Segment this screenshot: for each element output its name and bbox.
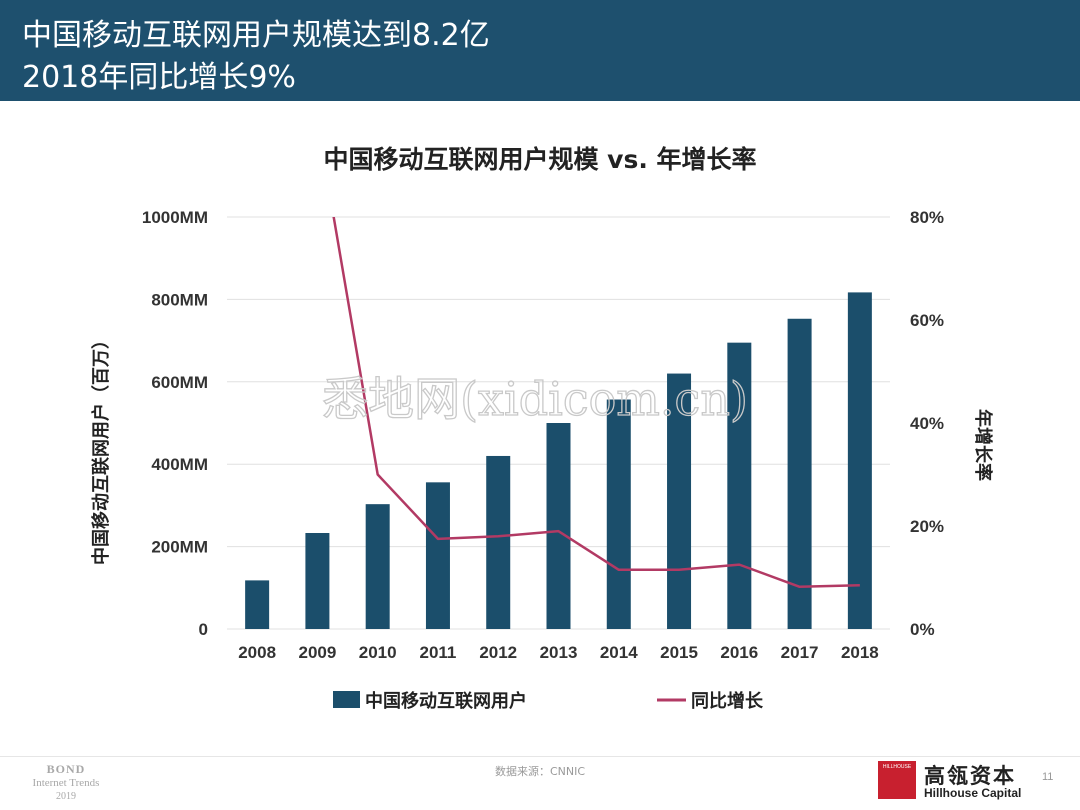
slide-header: 中国移动互联网用户规模达到8.2亿 2018年同比增长9% [0, 0, 1080, 101]
y-axis-title: 中国移动互联网用户（百万） [90, 331, 112, 565]
legend: 中国移动互联网用户 同比增长 [333, 690, 764, 712]
y2-tick-label: 20% [910, 517, 944, 536]
hillhouse-logo-english: Hillhouse Capital [924, 786, 1022, 800]
y2-tick-label: 40% [910, 414, 944, 433]
y2-tick-label: 80% [910, 208, 944, 227]
line-series [332, 217, 860, 589]
bar [606, 399, 631, 629]
x-tick-label: 2008 [238, 643, 276, 662]
legend-swatch-bar [333, 691, 360, 708]
y-tick-label: 0 [199, 620, 208, 639]
x-tick-label: 2017 [781, 643, 819, 662]
y-tick-label: 800MM [151, 290, 208, 309]
y2-tick-label: 0% [910, 620, 935, 639]
bar [727, 342, 752, 629]
bond-logo-line1: BOND [46, 762, 86, 776]
bar [486, 455, 511, 629]
y-axis-left: 0 200MM 400MM 600MM 800MM 1000MM [142, 208, 208, 639]
x-axis: 2008 2009 2010 2011 2012 2013 2014 2015 2016 2017… [238, 643, 879, 662]
y-tick-label: 600MM [151, 373, 208, 392]
hillhouse-logo-mark-text: HILLHOUSE [882, 764, 912, 770]
y-tick-label: 1000MM [142, 208, 208, 227]
slide-title-line2: 2018年同比增长9% [22, 60, 296, 95]
bar-series [245, 292, 872, 629]
y-axis-right: 0% 20% 40% 60% 80% [910, 208, 944, 639]
chart-title: 中国移动互联网用户规模 vs. 年增长率 [323, 145, 757, 174]
bar [305, 533, 330, 629]
bond-logo: BOND Internet Trends 2019 [14, 762, 118, 804]
x-tick-label: 2018 [841, 643, 879, 662]
y-tick-label: 200MM [151, 538, 208, 557]
watermark: 悉地网(xidicom.cn) [322, 372, 748, 426]
bar [245, 580, 270, 629]
legend-label-bar: 中国移动互联网用户 [365, 690, 527, 712]
bar [365, 504, 390, 629]
bar [667, 373, 692, 629]
bond-logo-line3: 2019 [56, 791, 76, 802]
footer-divider [0, 756, 1080, 757]
hillhouse-logo-chinese: 高瓴资本 [924, 764, 1016, 788]
hillhouse-logo-mark: HILLHOUSE [878, 761, 916, 799]
growth-line [332, 217, 860, 589]
bar [787, 318, 812, 629]
bond-logo-line2: Internet Trends [32, 777, 100, 789]
bar [847, 292, 872, 629]
y2-tick-label: 60% [910, 311, 944, 330]
x-tick-label: 2016 [720, 643, 758, 662]
x-tick-label: 2010 [359, 643, 397, 662]
bar [425, 482, 450, 629]
slide-title-line1: 中国移动互联网用户规模达到8.2亿 [22, 18, 490, 53]
x-tick-label: 2014 [600, 643, 638, 662]
data-source: 数据来源：CNNIC [494, 765, 586, 778]
y-tick-label: 400MM [151, 455, 208, 474]
x-tick-label: 2009 [298, 643, 336, 662]
bar [546, 423, 571, 629]
y2-axis-title: 年增长率 [972, 409, 994, 481]
page-number: 11 [1042, 771, 1054, 783]
legend-label-line: 同比增长 [691, 690, 764, 712]
x-tick-label: 2013 [540, 643, 578, 662]
x-tick-label: 2015 [660, 643, 698, 662]
x-tick-label: 2012 [479, 643, 517, 662]
x-tick-label: 2011 [420, 643, 457, 662]
